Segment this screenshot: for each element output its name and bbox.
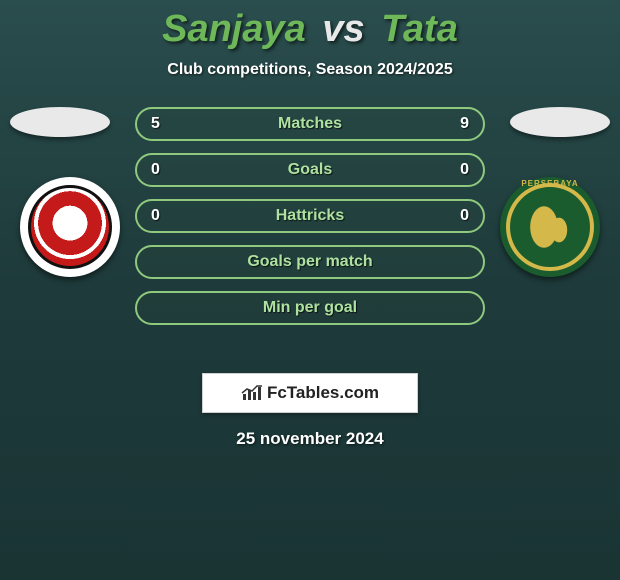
stat-label: Min per goal — [263, 299, 357, 317]
stats-bars: 5 Matches 9 0 Goals 0 0 Hattricks 0 Goal… — [135, 107, 485, 337]
player2-name: Tata — [381, 8, 458, 50]
player2-avatar-placeholder — [510, 107, 610, 137]
stat-left-value: 0 — [151, 161, 160, 179]
club-badge-right-art — [506, 183, 594, 271]
stat-row-goals: 0 Goals 0 — [135, 153, 485, 187]
brand-chart-icon — [241, 384, 263, 402]
club-badge-left-art — [28, 185, 112, 269]
stat-left-value: 0 — [151, 207, 160, 225]
stat-right-value: 0 — [460, 161, 469, 179]
stat-label: Goals — [288, 161, 332, 179]
comparison-content: PERSEBAYA 5 Matches 9 0 Goals 0 0 Hattri… — [0, 107, 620, 367]
brand-badge[interactable]: FcTables.com — [202, 373, 418, 413]
player1-club-badge — [20, 177, 120, 277]
comparison-title: Sanjaya vs Tata — [0, 0, 620, 51]
stat-row-goals-per-match: Goals per match — [135, 245, 485, 279]
stat-right-value: 9 — [460, 115, 469, 133]
vs-label: vs — [322, 8, 364, 50]
snapshot-date: 25 november 2024 — [0, 429, 620, 449]
stat-row-hattricks: 0 Hattricks 0 — [135, 199, 485, 233]
stat-right-value: 0 — [460, 207, 469, 225]
stat-label: Goals per match — [247, 253, 372, 271]
stat-left-value: 5 — [151, 115, 160, 133]
player2-club-badge: PERSEBAYA — [500, 177, 600, 277]
brand-text: FcTables.com — [267, 383, 379, 403]
player1-name: Sanjaya — [162, 8, 306, 50]
subtitle: Club competitions, Season 2024/2025 — [0, 61, 620, 79]
stat-label: Hattricks — [276, 207, 344, 225]
stat-row-min-per-goal: Min per goal — [135, 291, 485, 325]
stat-label: Matches — [278, 115, 342, 133]
club-badge-right-text: PERSEBAYA — [500, 179, 600, 188]
player1-avatar-placeholder — [10, 107, 110, 137]
stat-row-matches: 5 Matches 9 — [135, 107, 485, 141]
